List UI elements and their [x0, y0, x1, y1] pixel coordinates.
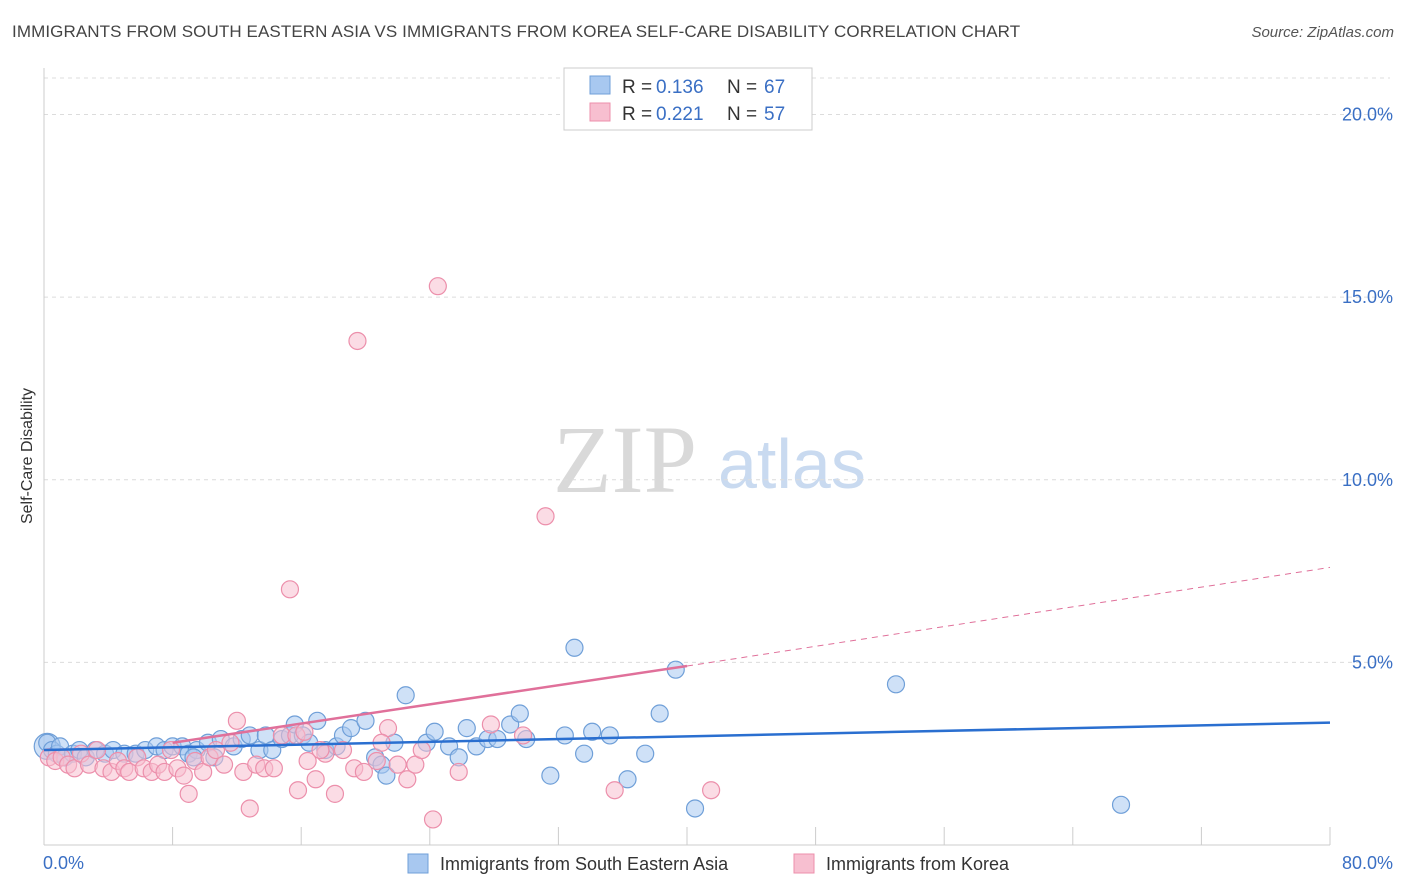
chart-source: Source: ZipAtlas.com [1251, 24, 1394, 41]
trendline-1 [172, 664, 688, 744]
point-sea-45 [396, 686, 415, 705]
tick-labels: 5.0% 10.0% 15.0% 20.0% 0.0% 80.0% [43, 105, 1393, 873]
point-korea-54 [536, 507, 555, 526]
y-tick-label-3: 20.0% [1342, 105, 1393, 125]
x-tick-label-0: 0.0% [43, 853, 84, 873]
chart-title: IMMIGRANTS FROM SOUTH EASTERN ASIA VS IM… [12, 22, 1021, 41]
point-korea-56 [702, 781, 721, 800]
point-korea-58 [295, 722, 314, 741]
point-korea-18 [161, 740, 181, 760]
series-korea [39, 277, 721, 829]
trendline-0 [43, 721, 1331, 752]
point-korea-21 [179, 784, 198, 803]
point-korea-35 [280, 580, 300, 599]
legend-swatch-pink [589, 102, 611, 122]
point-sea-50 [457, 719, 476, 738]
bottom-legend: Immigrants from South Eastern Asia Immig… [407, 853, 1010, 874]
y-tick-label-1: 10.0% [1342, 470, 1393, 490]
legend-swatch-blue [589, 75, 611, 95]
legend-n-value-2: 57 [764, 104, 785, 125]
point-korea-28 [227, 711, 246, 730]
point-korea-53 [513, 726, 533, 745]
point-sea-63 [618, 770, 637, 789]
point-sea-64 [636, 744, 655, 763]
legend: R = 0.136 N = 67 R = 0.221 N = 57 [563, 67, 813, 131]
trendline-2 [686, 566, 1331, 667]
point-korea-33 [264, 759, 283, 778]
point-sea-60 [575, 744, 594, 763]
point-sea-57 [541, 766, 560, 785]
point-korea-62 [412, 740, 431, 760]
legend-n-label-2: N = [727, 104, 757, 125]
point-korea-41 [333, 740, 353, 760]
trend-lines [43, 566, 1331, 752]
point-sea-43 [377, 766, 396, 785]
point-sea-47 [425, 722, 444, 741]
legend-r-label-1: R = [622, 77, 652, 98]
x-tick-label-1: 80.0% [1342, 853, 1393, 873]
bottom-legend-label-blue: Immigrants from South Eastern Asia [440, 854, 729, 874]
watermark: ZIP atlas [553, 406, 866, 513]
point-korea-27 [221, 733, 240, 752]
point-sea-65 [650, 704, 669, 723]
point-sea-68 [886, 675, 906, 694]
point-korea-59 [311, 740, 330, 760]
point-korea-38 [306, 770, 325, 789]
point-sea-58 [555, 726, 574, 745]
point-sea-62 [600, 726, 619, 745]
point-korea-37 [298, 751, 317, 771]
point-sea-40 [356, 711, 375, 730]
point-sea-61 [583, 722, 602, 741]
legend-n-label-1: N = [727, 77, 757, 98]
point-korea-43 [354, 762, 373, 782]
point-korea-51 [449, 762, 468, 782]
y-tick-label-0: 5.0% [1352, 652, 1393, 672]
grid-lines [44, 77, 1390, 663]
point-korea-60 [348, 331, 367, 351]
point-korea-52 [481, 715, 500, 734]
series-south-eastern-asia [33, 638, 1131, 818]
point-korea-47 [398, 770, 417, 789]
point-korea-20 [174, 766, 193, 785]
point-korea-44 [367, 751, 386, 771]
point-korea-40 [325, 784, 345, 803]
point-sea-67 [685, 799, 705, 818]
y-tick-label-2: 15.0% [1342, 287, 1393, 307]
legend-n-value-1: 67 [764, 77, 785, 98]
axes [43, 68, 1331, 846]
bottom-legend-swatch-blue [407, 853, 429, 874]
point-korea-46 [388, 755, 407, 774]
point-korea-26 [214, 755, 234, 774]
legend-r-value-2: 0.221 [656, 104, 704, 125]
point-korea-55 [605, 781, 624, 800]
point-sea-69 [1111, 795, 1131, 814]
point-korea-49 [423, 810, 443, 829]
legend-r-label-2: R = [622, 104, 652, 125]
legend-r-value-1: 0.136 [656, 77, 704, 98]
point-sea-39 [341, 719, 361, 738]
bottom-legend-swatch-pink [793, 853, 815, 874]
point-sea-55 [510, 704, 529, 723]
bottom-legend-label-pink: Immigrants from Korea [826, 854, 1010, 874]
point-sea-59 [565, 638, 584, 657]
watermark-atlas: atlas [718, 425, 866, 503]
watermark-zip: ZIP [553, 406, 697, 513]
point-korea-50 [428, 277, 447, 296]
point-korea-36 [288, 781, 308, 800]
point-korea-30 [240, 799, 259, 818]
